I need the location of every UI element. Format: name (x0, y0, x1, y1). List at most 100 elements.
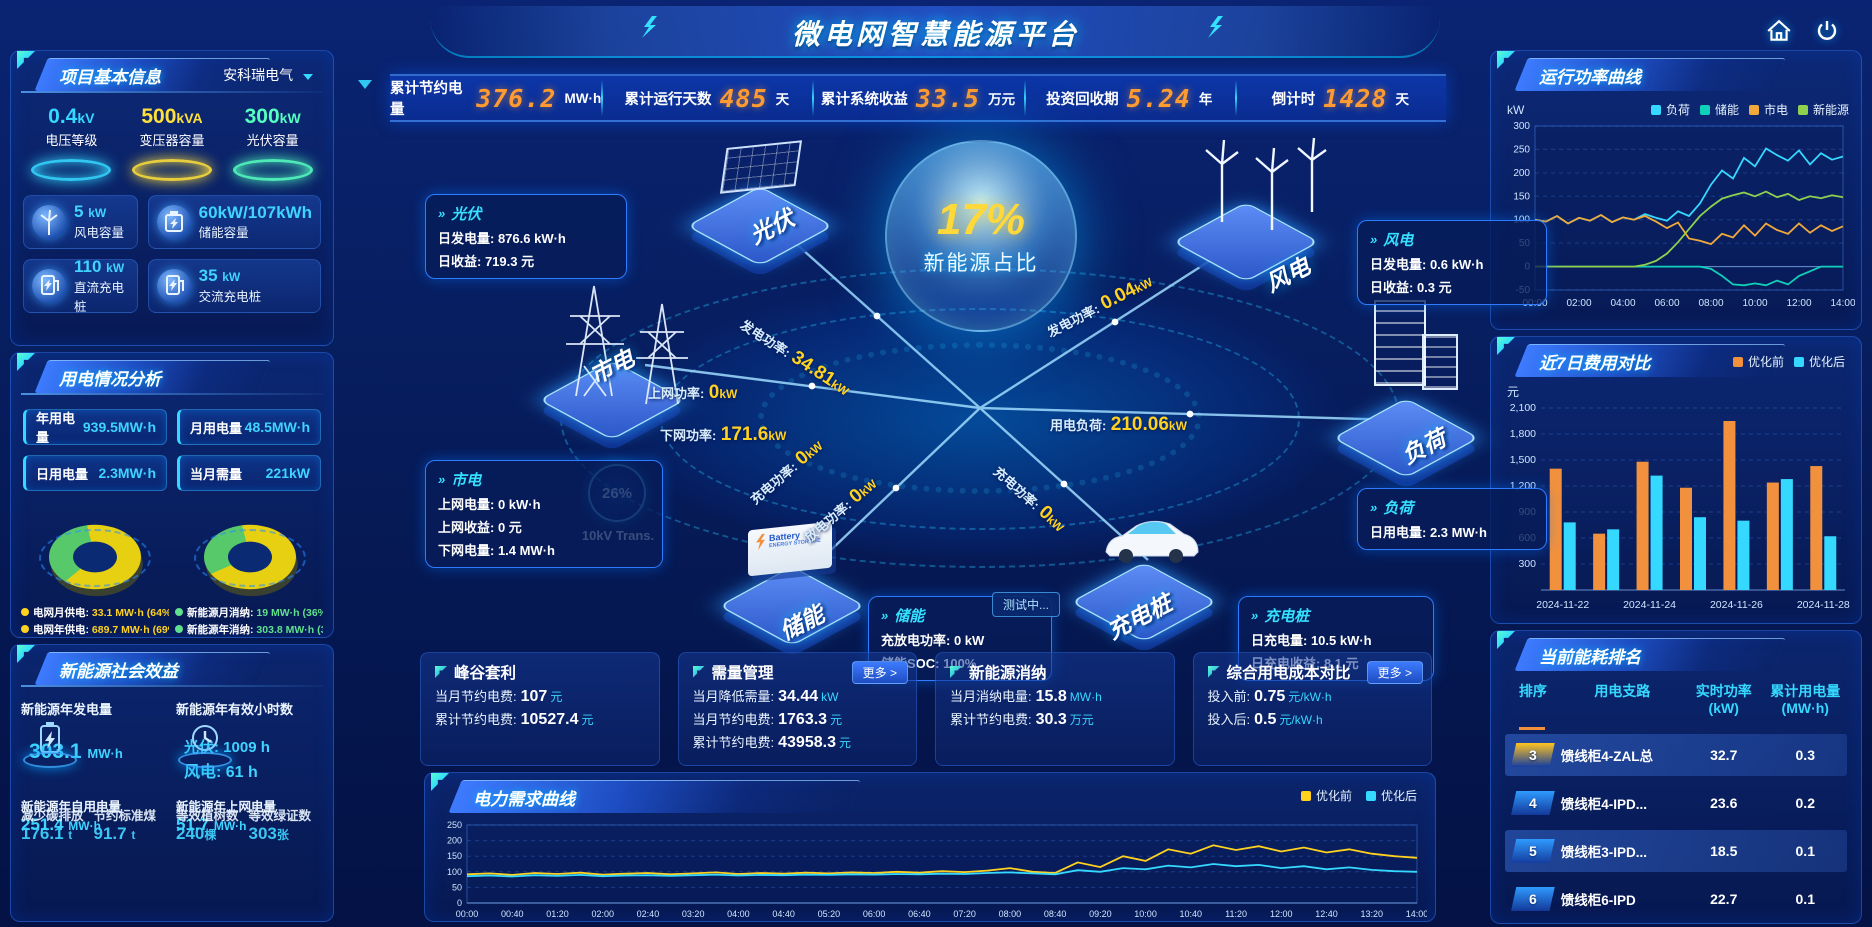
realtime-power: 18.5 (1710, 843, 1738, 859)
capacity-value: 35 kW (198, 266, 241, 285)
svg-text:50: 50 (452, 882, 462, 892)
panel-title: 电力需求曲线 (473, 790, 575, 809)
table-row[interactable]: 4 馈线柜4-IPD... 23.6 0.2 (1505, 782, 1847, 824)
legend-item[interactable]: 电网月供电: 33.1 MW·h (64%) (21, 605, 169, 620)
more-button[interactable]: 更多 > (1366, 661, 1423, 684)
legend-item[interactable]: 新能源月消纳: 19 MW·h (36%) (175, 605, 323, 620)
legend-item[interactable]: 电网年供电: 689.7 MW·h (69%) (21, 622, 169, 637)
branch-name: 馈线柜4-IPD... (1560, 797, 1647, 812)
header-divider (21, 91, 323, 93)
svg-text:12:00: 12:00 (1270, 909, 1293, 919)
legend-label: 电网月供电: (33, 607, 92, 619)
column-header: 排序 (1518, 683, 1547, 699)
legend-item[interactable]: 负荷 (1650, 101, 1690, 118)
kpi-card: 综合用电成本对比 更多 > 投入前: 0.75 元/kW·h 投入后: 0.5 元/kW·h (1192, 652, 1432, 766)
kpi-stat-row: 当月消纳电量: 15.8 MW·h (950, 688, 1102, 705)
benefit-row-secondary: 减少碳排放 176.1 t 节约标准煤 91.7 t 等效植树数 240棵 等效… (21, 805, 323, 844)
kpi-title: 新能源消纳 (950, 661, 1160, 683)
node-wind[interactable]: 风电 (1158, 128, 1358, 298)
kpi-stat-row: 当月节约电费: 1763.3 元 (692, 711, 843, 728)
capacity-card: 5 kW 风电容量 (23, 195, 138, 249)
stat-unit: MW·h (87, 746, 123, 761)
kpi-flag-icon (950, 666, 962, 678)
pedestal-label: 变压器容量 (139, 133, 205, 148)
svg-text:08:40: 08:40 (1044, 909, 1067, 919)
legend-swatch (1797, 104, 1808, 115)
capacity-card: 110 kW 直流充电桩 (23, 257, 138, 314)
kpi-title: 综合用电成本对比 (1207, 661, 1418, 683)
power-button[interactable] (1808, 14, 1846, 48)
svg-text:08:00: 08:00 (1698, 298, 1723, 309)
legend-item[interactable]: 优化后 (1365, 787, 1417, 804)
node-charger[interactable]: 充电桩 (1052, 502, 1252, 662)
stat-cell: 累计运行天数 485 天 (601, 76, 812, 120)
svg-text:11:20: 11:20 (1225, 909, 1247, 919)
svg-text:2,100: 2,100 (1510, 402, 1536, 414)
y-axis-unit: 元 (1507, 385, 1520, 399)
svg-text:00:40: 00:40 (501, 909, 524, 919)
node-grid[interactable]: 市电 (530, 262, 720, 452)
legend-item[interactable]: 新能源 (1797, 101, 1849, 118)
legend-item[interactable]: 优化前 (1732, 353, 1784, 370)
capacity-value: 60kW/107kWh (198, 202, 312, 222)
legend-swatch (1699, 104, 1710, 115)
capacity-pedestal: 300kW 光伏容量 (223, 105, 323, 181)
legend-item[interactable]: 优化后 (1793, 353, 1845, 370)
home-button[interactable] (1760, 14, 1798, 48)
column-header: 实时功率 (kW) (1695, 683, 1752, 716)
hub-sphere: 17% 新能源占比 (885, 140, 1077, 332)
legend-swatch (1365, 790, 1376, 801)
legend-item[interactable]: 市电 (1748, 101, 1788, 118)
pedestal-value: 0.4kV (48, 105, 95, 128)
capacity-label: 交流充电桩 (198, 290, 262, 304)
stat-label: 月用电量 (190, 420, 243, 436)
svg-text:300: 300 (1518, 558, 1536, 570)
realtime-power: 23.6 (1710, 795, 1738, 811)
stat-cell: 累计节约电量 376.2 MW·h (390, 76, 601, 120)
more-button[interactable]: 更多 > (851, 661, 908, 684)
table-row[interactable]: 5 馈线柜3-IPD... 18.5 0.1 (1505, 830, 1847, 872)
branch-name: 馈线柜6-IPD (1560, 893, 1636, 908)
kpi-stat-row: 累计节约电费: 10527.4 元 (435, 711, 594, 728)
cumulative-stats-bar: 累计节约电量 376.2 MW·h 累计运行天数 485 天累计系统收益 33.5 万元 投资回… (390, 74, 1446, 122)
legend-item[interactable]: 新能源年消纳: 303.8 MW·h (31%) (175, 622, 323, 637)
kpi-stat-row: 累计节约电费: 43958.3 元 (692, 734, 851, 751)
kpi-flag-icon (692, 666, 705, 678)
cost-chart-legend: 优化前 优化后 (1732, 353, 1845, 370)
benefit-panel: 新能源社会效益 新能源年发电量 303.1 MW·h 新能源年有效小时数 光伏:… (10, 644, 334, 922)
capacity-label: 风电容量 (74, 226, 125, 240)
pedestal-label: 电压等级 (45, 133, 98, 148)
company-select[interactable]: 安科瑞电气 (223, 65, 313, 85)
legend-item[interactable]: 优化前 (1300, 787, 1352, 804)
svg-text:02:00: 02:00 (591, 909, 614, 919)
realtime-power: 32.7 (1710, 747, 1738, 763)
svg-text:250: 250 (1513, 144, 1530, 155)
table-row[interactable]: 3 馈线柜4-ZAL总 32.7 0.3 (1505, 734, 1847, 776)
svg-text:2024-11-26: 2024-11-26 (1710, 599, 1763, 611)
stat-label: 减少碳排放 (21, 809, 84, 823)
home-icon (1767, 19, 1791, 41)
stat-label: 累计系统收益 (820, 91, 908, 108)
svg-text:2024-11-28: 2024-11-28 (1797, 599, 1850, 611)
node-load[interactable]: 负荷 (1330, 300, 1510, 490)
power-icon (1817, 21, 1837, 40)
legend-item[interactable]: 储能 (1699, 101, 1739, 118)
kpi-title: 需量管理 (692, 661, 903, 683)
stat-label: 新能源年上网电量 (176, 800, 277, 814)
kpi-flag-icon (435, 666, 447, 678)
stat-label: 新能源年发电量 (21, 702, 113, 717)
panel-title: 用电情况分析 (59, 370, 161, 389)
node-storage[interactable]: Battery ENERGY STORAGE 储能 (716, 512, 896, 662)
kpi-card: 需量管理 更多 > 当月降低需量: 34.44 kW 当月节约电费: 1763.3 元累计节约… (677, 652, 917, 766)
pedestal-value: 300kW (244, 105, 301, 128)
card-row: 日发电量: 0.6 kW·h (1370, 257, 1484, 272)
lightning-bolt-icon (642, 16, 657, 38)
chevron-right-icon: » (438, 206, 446, 221)
capacity-cards: 5 kW 风电容量 60kW/107kWh 储能容量 110 kW 直流充电桩 35 kW 交… (11, 181, 333, 314)
svg-text:03:20: 03:20 (682, 909, 705, 919)
svg-text:10:40: 10:40 (1180, 909, 1203, 919)
panel-title: 新能源社会效益 (59, 662, 178, 681)
table-row[interactable]: 6 馈线柜6-IPD 22.7 0.1 (1505, 878, 1847, 920)
legend-dot (175, 625, 183, 633)
